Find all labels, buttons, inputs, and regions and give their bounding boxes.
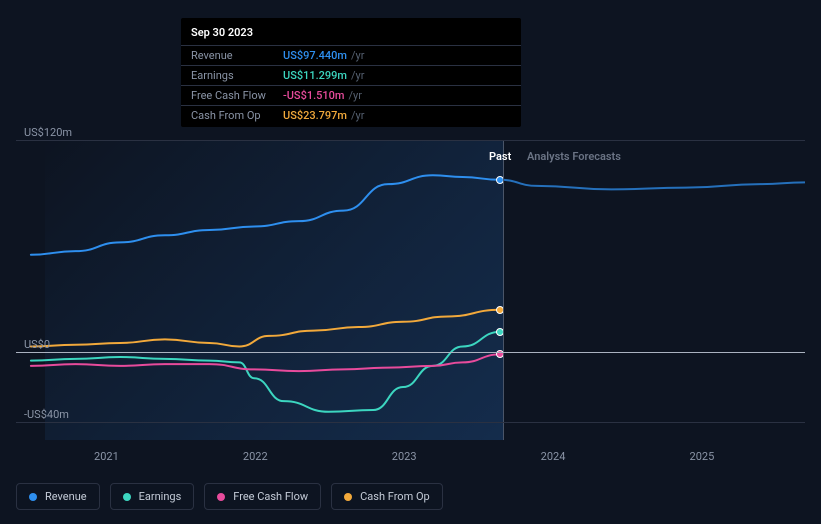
past-region-bg: [45, 140, 503, 440]
x-axis-label: 2023: [392, 450, 417, 463]
zero-gridline: [16, 352, 805, 353]
plot-area[interactable]: [16, 140, 805, 440]
y-axis-label: US$120m: [24, 126, 72, 139]
section-label-past: Past: [489, 150, 511, 163]
tooltip-row: Cash From OpUS$23.797m/yr: [181, 105, 521, 125]
legend-item-label: Revenue: [45, 490, 87, 503]
legend-item-label: Free Cash Flow: [233, 490, 308, 503]
x-axis-label: 2025: [690, 450, 715, 463]
tooltip-row-label: Earnings: [191, 69, 283, 82]
legend-dot-icon: [29, 493, 37, 501]
x-axis-label: 2024: [541, 450, 566, 463]
tooltip-row-unit: /yr: [351, 109, 364, 122]
tooltip-row-label: Free Cash Flow: [191, 89, 283, 102]
tooltip-row-unit: /yr: [351, 49, 364, 62]
tooltip-row-unit: /yr: [349, 89, 362, 102]
legend-dot-icon: [344, 493, 352, 501]
tooltip-date: Sep 30 2023: [181, 24, 521, 45]
legend-dot-icon: [123, 493, 131, 501]
legend-item-label: Cash From Op: [360, 490, 430, 503]
gridline: [16, 140, 805, 141]
tooltip-row-value: US$97.440m: [283, 49, 347, 62]
legend-item[interactable]: Earnings: [110, 483, 195, 510]
past-forecast-divider: [503, 140, 504, 440]
y-axis-label: US$0: [24, 338, 50, 351]
section-label-forecast: Analysts Forecasts: [527, 150, 621, 163]
tooltip-row-value: US$11.299m: [283, 69, 347, 82]
financials-chart: Sep 30 2023 RevenueUS$97.440m/yrEarnings…: [16, 0, 805, 524]
chart-tooltip: Sep 30 2023 RevenueUS$97.440m/yrEarnings…: [181, 18, 521, 127]
tooltip-row: EarningsUS$11.299m/yr: [181, 65, 521, 85]
legend-item-label: Earnings: [139, 490, 182, 503]
legend-dot-icon: [217, 493, 225, 501]
tooltip-row: RevenueUS$97.440m/yr: [181, 45, 521, 65]
x-axis-label: 2022: [243, 450, 268, 463]
tooltip-row-value: -US$1.510m: [283, 89, 345, 102]
y-axis-label: -US$40m: [24, 408, 69, 421]
legend-item[interactable]: Revenue: [16, 483, 100, 510]
legend-item[interactable]: Free Cash Flow: [204, 483, 321, 510]
x-axis-label: 2021: [94, 450, 119, 463]
gridline: [16, 422, 805, 423]
tooltip-row-value: US$23.797m: [283, 109, 347, 122]
series-svg: [16, 140, 805, 440]
legend-item[interactable]: Cash From Op: [331, 483, 443, 510]
tooltip-row-unit: /yr: [351, 69, 364, 82]
tooltip-row-label: Cash From Op: [191, 109, 283, 122]
tooltip-row: Free Cash Flow-US$1.510m/yr: [181, 85, 521, 105]
tooltip-row-label: Revenue: [191, 49, 283, 62]
chart-legend: Revenue Earnings Free Cash Flow Cash From O…: [16, 483, 443, 510]
